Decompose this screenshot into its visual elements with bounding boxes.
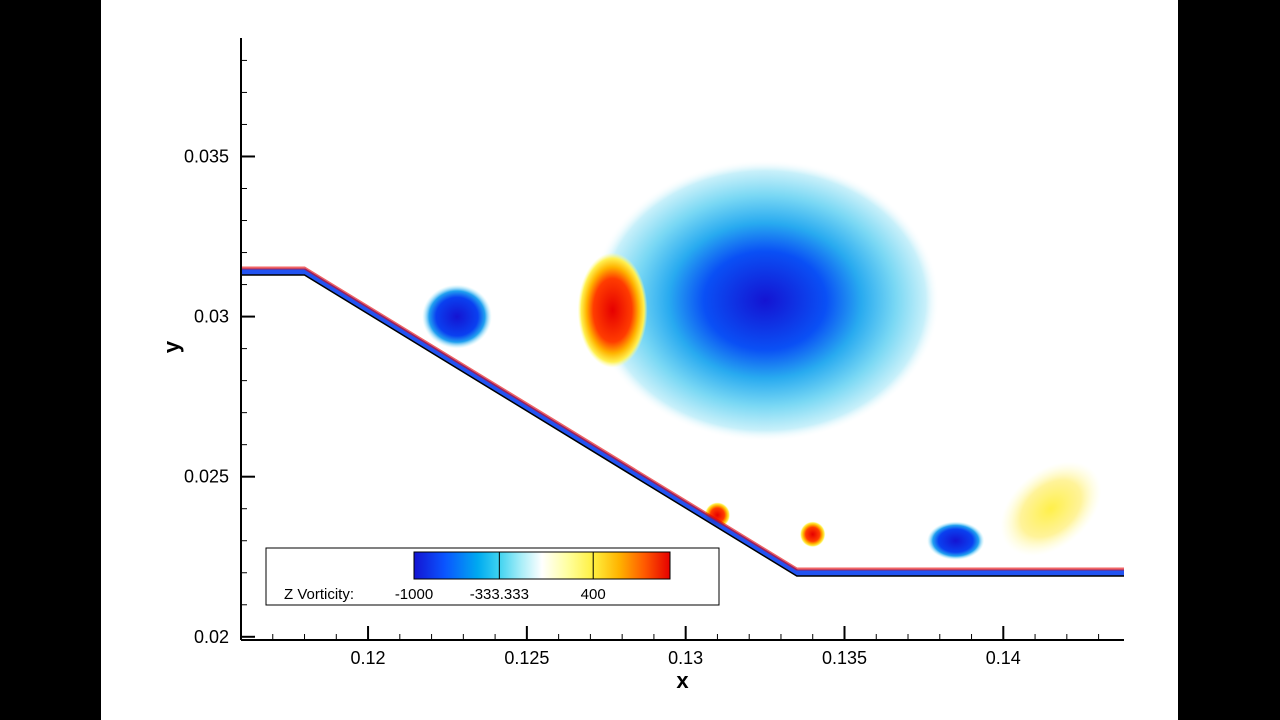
vortex-positive-4 [1000, 461, 1102, 556]
colorbar-tick-label: 400 [581, 586, 606, 603]
x-tick-label: 0.135 [822, 648, 867, 668]
x-tick-label: 0.12 [351, 648, 386, 668]
vortex-negative-3 [927, 521, 985, 560]
colorbar-title: Z Vorticity: [284, 586, 354, 603]
colorbar-ticks: -1000 -333.333 400 [395, 552, 606, 603]
colorbar-tick-label: -1000 [395, 586, 433, 603]
colorbar-legend: -1000 -333.333 400 Z Vorticity: [265, 547, 720, 606]
colorbar [413, 551, 671, 580]
vortex-positive-1 [577, 252, 648, 368]
colorbar-tick-label: -333.333 [470, 586, 529, 603]
vortex-negative-2 [422, 284, 492, 349]
x-axis-title: x [676, 668, 689, 693]
x-tick-label: 0.14 [986, 648, 1021, 668]
y-tick-label: 0.02 [194, 627, 229, 647]
y-tick-label: 0.03 [194, 307, 229, 327]
y-tick-label: 0.035 [184, 146, 229, 166]
x-tick-label: 0.125 [504, 648, 549, 668]
vorticity-contour-plot: 0.12 0.125 0.13 0.135 0.14 0.02 0.025 0.03 0.035… [159, 38, 1124, 693]
boundary-layer-secondary [241, 266, 1124, 571]
axes: 0.12 0.125 0.13 0.135 0.14 0.02 0.025 0.03 0.035 [184, 38, 1124, 668]
boundary-layer [241, 268, 1124, 576]
x-tick-label: 0.13 [668, 648, 703, 668]
vortex-negative-0 [590, 159, 940, 442]
wall-geometry [241, 274, 1124, 577]
vortex-positive-5 [800, 521, 826, 548]
figure-panel: 0.12 0.125 0.13 0.135 0.14 0.02 0.025 0.03 0.035… [101, 0, 1178, 720]
y-axis-title: y [159, 340, 184, 353]
y-tick-label: 0.025 [184, 467, 229, 487]
vorticity-field [241, 159, 1124, 576]
